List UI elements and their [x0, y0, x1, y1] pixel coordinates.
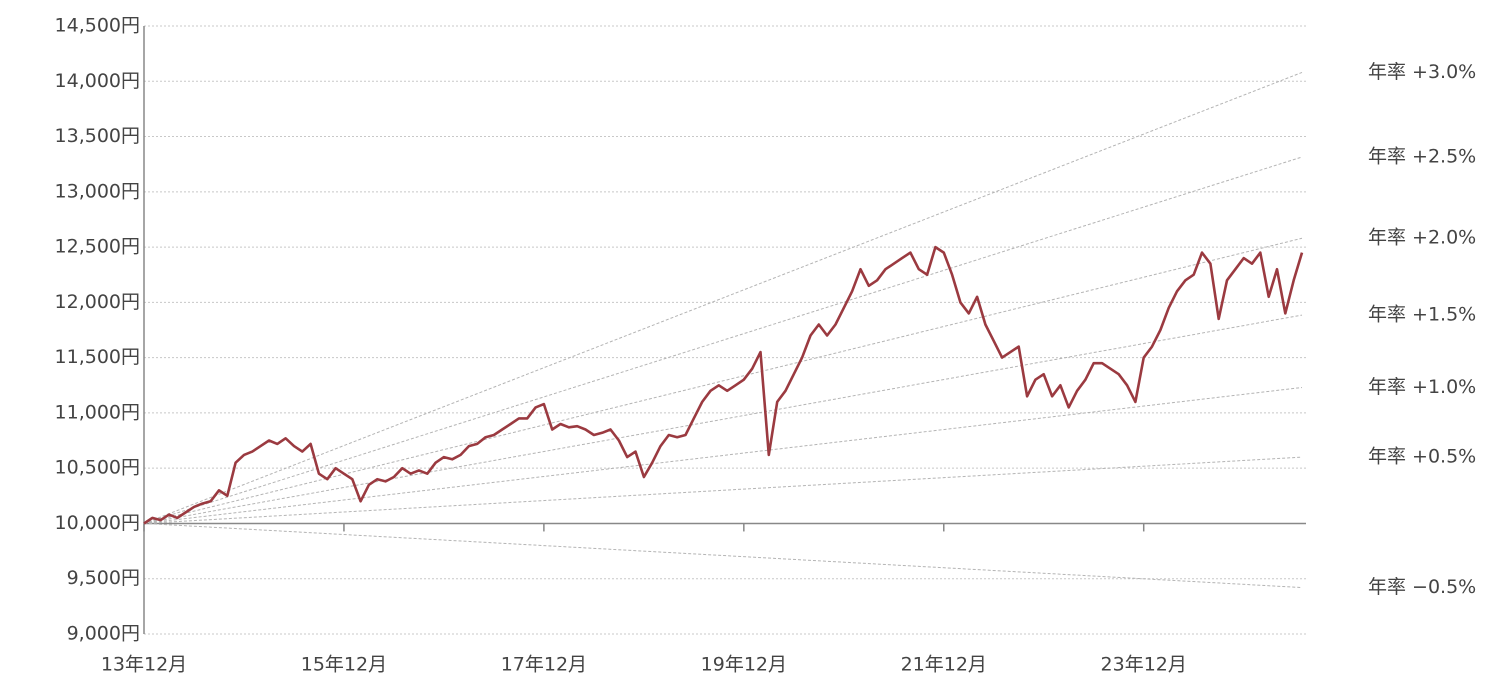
reference-label: 年率 +2.5% [1368, 145, 1476, 167]
reference-line [143, 456, 1303, 524]
reference-label: 年率 +2.0% [1368, 227, 1476, 249]
y-tick-label: 11,000円 [55, 401, 140, 423]
x-tick-label: 17年12月 [501, 654, 587, 676]
y-tick-label: 9,000円 [67, 623, 140, 645]
y-tick-label: 14,500円 [55, 15, 140, 37]
y-tick-label: 12,500円 [55, 236, 140, 258]
x-tick-label: 13年12月 [101, 654, 187, 676]
reference-line [143, 156, 1303, 524]
y-tick-label: 12,000円 [55, 291, 140, 313]
y-tick-label: 11,500円 [55, 346, 140, 368]
reference-line [143, 386, 1303, 524]
x-tick-label: 23年12月 [1101, 654, 1187, 676]
x-tick-label: 21年12月 [901, 654, 987, 676]
reference-label: 年率 −0.5% [1368, 576, 1476, 598]
reference-label: 年率 +3.0% [1368, 61, 1476, 83]
x-tick-label: 15年12月 [301, 654, 387, 676]
y-tick-label: 10,500円 [55, 457, 140, 479]
reference-line [143, 237, 1303, 524]
y-tick-label: 9,500円 [67, 567, 140, 589]
y-tick-label: 14,000円 [55, 70, 140, 92]
reference-label: 年率 +0.5% [1368, 446, 1476, 468]
y-tick-label: 13,000円 [55, 180, 140, 202]
reference-label: 年率 +1.0% [1368, 376, 1476, 398]
y-tick-label: 13,500円 [55, 125, 140, 147]
reference-line [143, 314, 1303, 524]
reference-line [143, 71, 1303, 524]
y-tick-label: 10,000円 [55, 512, 140, 534]
reference-label: 年率 +1.5% [1368, 304, 1476, 326]
x-tick-label: 19年12月 [701, 654, 787, 676]
reference-line [143, 522, 1303, 589]
price-line [143, 245, 1304, 525]
